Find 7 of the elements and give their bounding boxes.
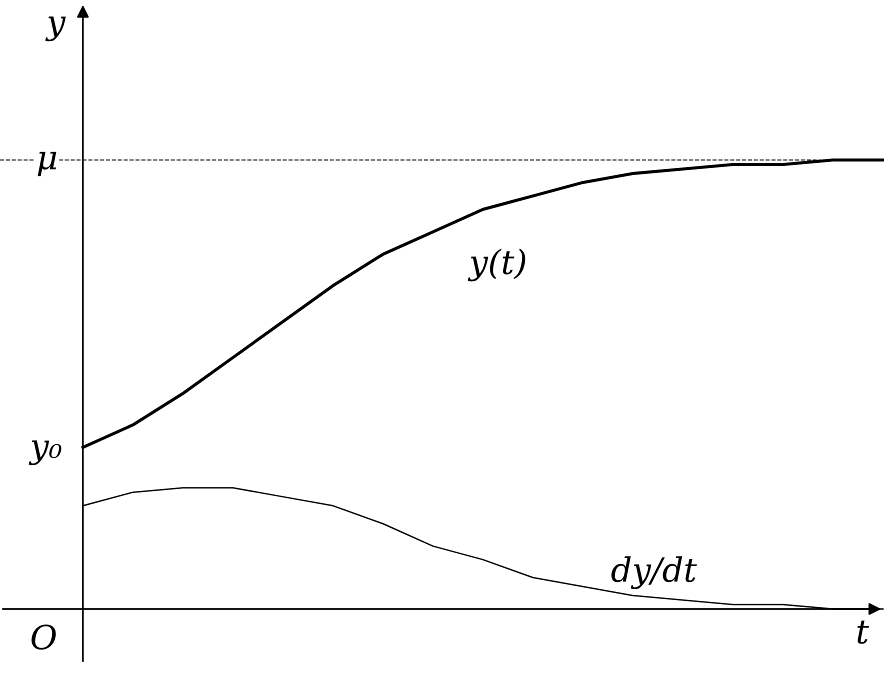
ref-line-label: μ (38, 152, 56, 176)
y-axis-title: y (45, 16, 66, 42)
x-axis-title: t (857, 620, 870, 644)
annotation: y₀ (28, 440, 62, 466)
series-label: dy/dt (611, 556, 697, 590)
text: O (32, 624, 56, 650)
series-label: y(t) (468, 248, 526, 282)
